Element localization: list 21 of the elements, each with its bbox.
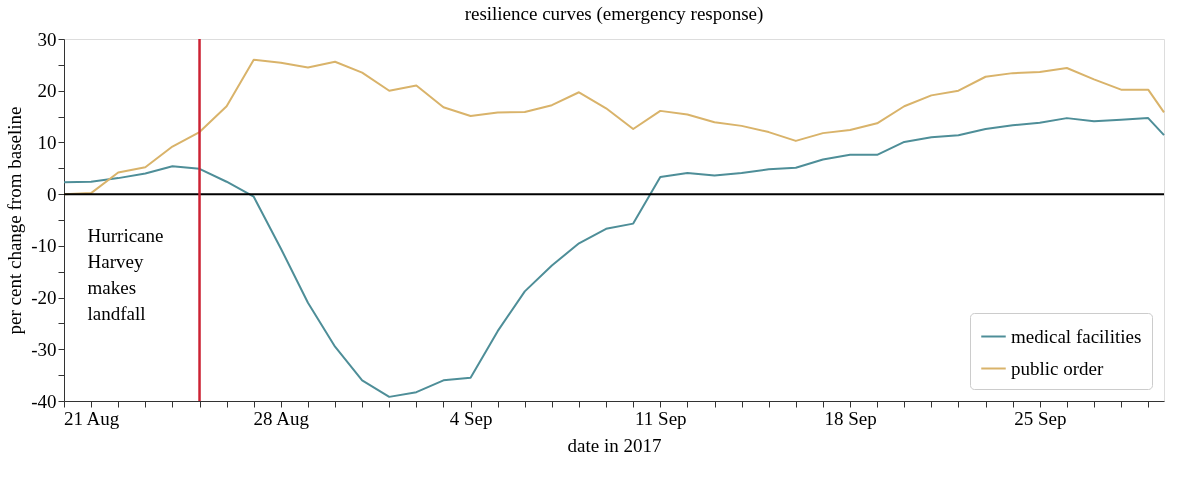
y-tick-label: -10 xyxy=(31,235,57,257)
x-tick-label: 4 Sep xyxy=(449,407,493,429)
legend-label: medical facilities xyxy=(1011,325,1142,347)
line-series xyxy=(63,117,1165,398)
x-tick-label: 28 Aug xyxy=(253,407,310,429)
y-tick-label: 10 xyxy=(37,131,57,153)
chart-title: resilience curves (emergency response) xyxy=(464,3,764,25)
y-axis-title: per cent change from baseline xyxy=(4,106,26,335)
ref-line-label: Hurricane Harvey makes landfall xyxy=(87,225,164,325)
x-tick-label: 11 Sep xyxy=(635,407,687,429)
y-tick-label: 0 xyxy=(47,183,57,205)
x-tick-label: 21 Aug xyxy=(63,407,120,429)
legend-label: public order xyxy=(1011,357,1104,379)
y-tick-label: -30 xyxy=(31,338,57,360)
x-tick-label: 25 Sep xyxy=(1014,407,1067,429)
x-axis-title: date in 2017 xyxy=(567,434,662,456)
y-tick-label: 30 xyxy=(37,28,57,50)
y-tick-label: 20 xyxy=(37,80,57,102)
y-tick-label: -40 xyxy=(31,390,57,412)
y-tick-label: -20 xyxy=(31,287,57,309)
x-tick-label: 18 Sep xyxy=(824,407,877,429)
